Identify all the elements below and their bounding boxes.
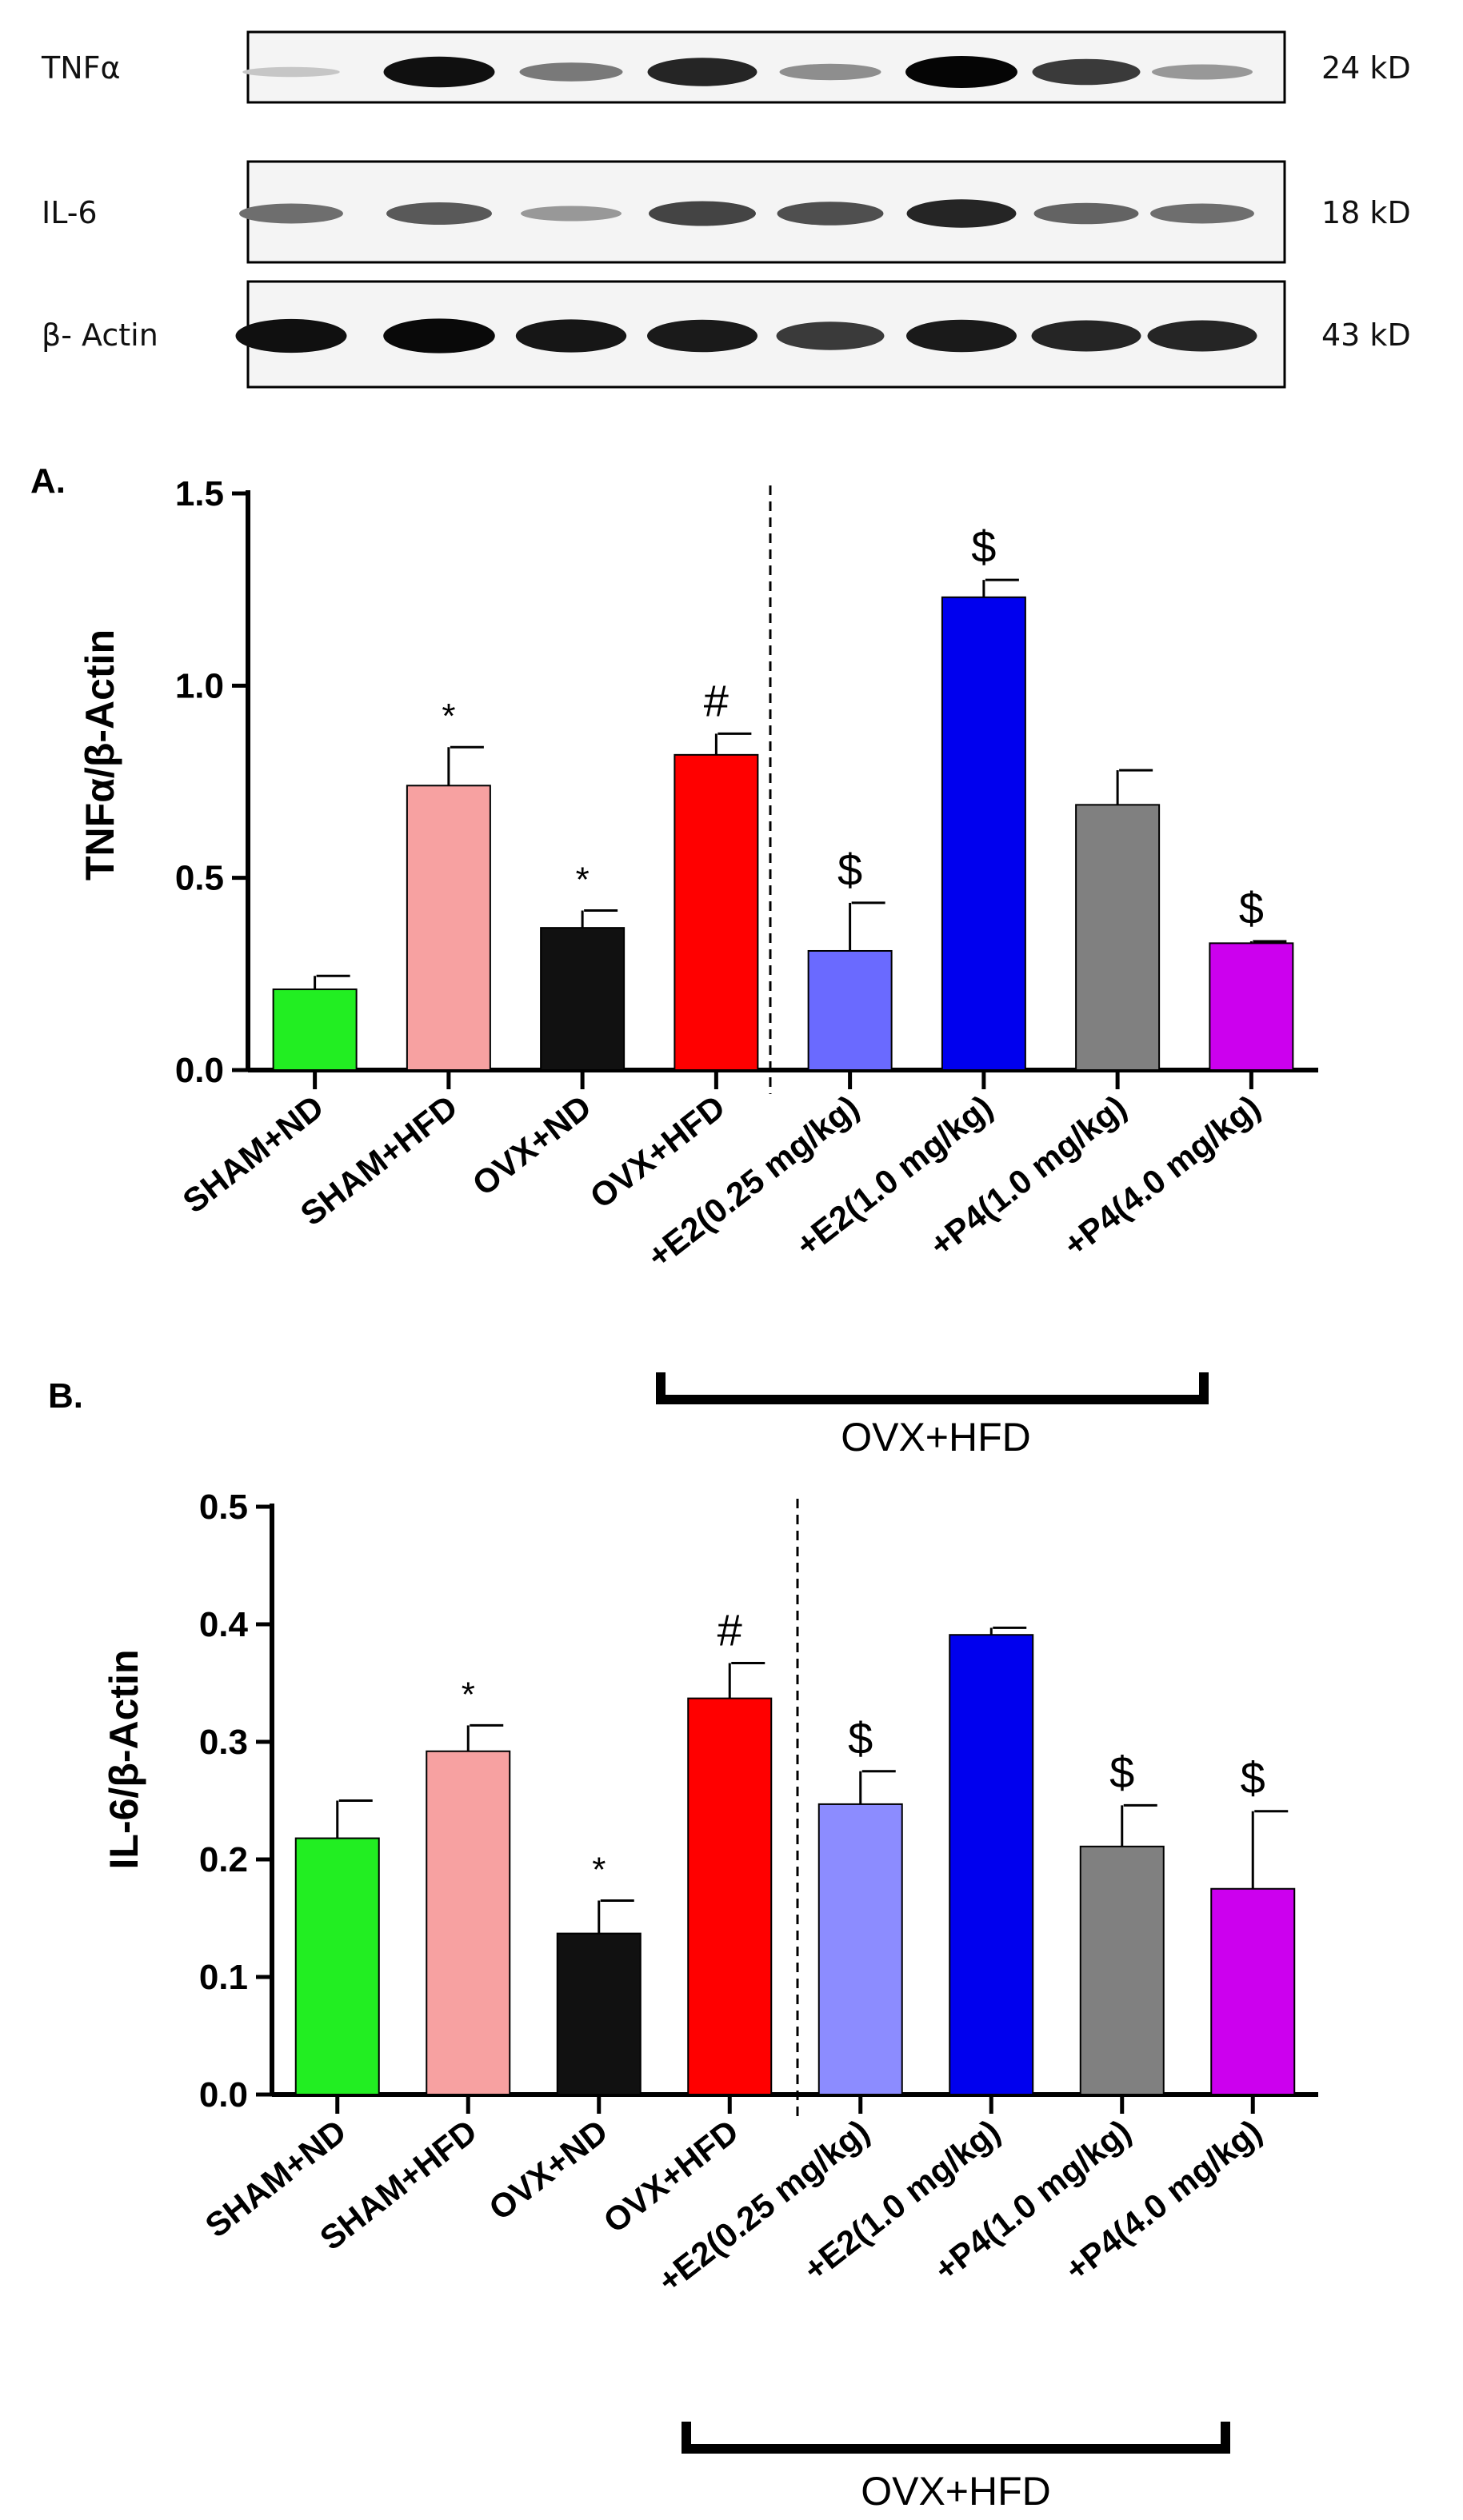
blot-band <box>1152 64 1253 80</box>
blot-band <box>1147 320 1257 352</box>
blot-band <box>239 203 343 224</box>
y-tick-label: 0.5 <box>175 859 224 898</box>
y-axis-label-a: TNFα/β-Actin <box>78 629 122 881</box>
bar <box>941 596 1026 1071</box>
significance-marker: $ <box>1109 1747 1134 1797</box>
blot-band <box>1032 58 1141 86</box>
blot-band <box>647 319 757 353</box>
blot-size-label: 18 kD <box>1321 195 1411 230</box>
blot-band <box>779 63 881 81</box>
chart-b: B. 0.00.10.20.30.40.5SHAM+ND*SHAM+HFD*OV… <box>48 1376 1318 2514</box>
chart-a: A. 0.00.51.01.5SHAM+ND*SHAM+HFD*OVX+ND#O… <box>30 461 1318 1460</box>
significance-marker: * <box>576 861 590 900</box>
blot-protein-label: IL-6 <box>42 195 98 230</box>
blot-band <box>386 202 492 225</box>
y-tick-label: 0.5 <box>199 1488 248 1527</box>
group-bracket-label-a: OVX+HFD <box>841 1415 1031 1460</box>
blot-band <box>1150 203 1254 224</box>
significance-marker: # <box>718 1605 742 1655</box>
bar <box>426 1750 511 2095</box>
blot-protein-label: β- Actin <box>42 317 158 353</box>
significance-marker: * <box>592 1850 606 1889</box>
blot-size-label: 24 kD <box>1321 50 1411 86</box>
blot-row-3: β- Actin 43 kD <box>42 280 1411 389</box>
bar <box>674 753 759 1071</box>
bar <box>540 927 626 1071</box>
bar <box>817 1803 903 2095</box>
y-tick-label: 0.1 <box>199 1958 248 1997</box>
bar <box>1209 942 1294 1071</box>
y-tick-label: 1.0 <box>175 666 224 705</box>
category-label: +E2(0.25 mg/kg) <box>650 2112 876 2300</box>
y-tick-label: 0.0 <box>199 2075 248 2115</box>
significance-marker: $ <box>837 845 862 895</box>
group-bracket <box>656 1372 1209 1404</box>
blot-band <box>519 62 623 82</box>
y-tick-label: 0.3 <box>199 1723 248 1762</box>
blot-protein-label: TNFα <box>41 50 121 86</box>
blot-band <box>242 66 340 78</box>
blot-band <box>776 321 885 350</box>
blot-band <box>905 56 1017 88</box>
blot-band <box>1033 202 1139 225</box>
bar <box>1079 1845 1165 2096</box>
blot-size-label: 43 kD <box>1321 317 1411 353</box>
blot-band <box>383 56 495 88</box>
bar <box>949 1634 1034 2095</box>
significance-marker: $ <box>848 1713 873 1763</box>
blot-band <box>649 201 756 226</box>
blot-band <box>515 319 627 353</box>
y-tick-label: 0.0 <box>175 1051 224 1090</box>
blot-band <box>906 319 1017 353</box>
blot-row-1: TNFα 24 kD <box>41 30 1411 104</box>
significance-marker: $ <box>971 521 996 572</box>
western-blot: TNFα 24 kD IL-6 18 kD β- Actin 43 kD <box>41 30 1411 389</box>
blot-band <box>521 206 622 222</box>
significance-marker: # <box>704 675 729 725</box>
significance-marker: $ <box>1239 883 1264 933</box>
blot-band <box>777 202 884 226</box>
blot-row-2: IL-6 18 kD <box>42 160 1411 264</box>
y-tick-label: 1.5 <box>175 474 224 513</box>
bar <box>1075 804 1161 1072</box>
blot-band <box>906 199 1017 228</box>
blot-band <box>383 318 495 353</box>
blot-band <box>1031 320 1141 352</box>
bar <box>687 1697 773 2096</box>
group-bracket-label-b: OVX+HFD <box>861 2469 1051 2514</box>
y-tick-label: 0.2 <box>199 1840 248 1879</box>
bar <box>556 1932 642 2096</box>
significance-marker: * <box>462 1675 475 1714</box>
significance-marker: $ <box>1241 1753 1265 1803</box>
bar <box>294 1837 380 2096</box>
bar <box>406 785 491 1071</box>
bar <box>807 949 893 1071</box>
panel-letter-b: B. <box>48 1376 83 1416</box>
panel-letter-a: A. <box>30 461 66 501</box>
category-label: OVX+ND <box>482 2112 614 2227</box>
y-axis-label-b: IL-6/β-Actin <box>102 1650 146 1870</box>
group-bracket <box>682 2422 1230 2454</box>
significance-marker: * <box>442 697 455 736</box>
blot-band <box>647 58 757 86</box>
bar <box>1210 1887 1296 2095</box>
blot-band <box>235 318 347 353</box>
category-label: OVX+ND <box>466 1088 598 1203</box>
bar <box>272 988 358 1072</box>
y-tick-label: 0.4 <box>199 1605 249 1644</box>
